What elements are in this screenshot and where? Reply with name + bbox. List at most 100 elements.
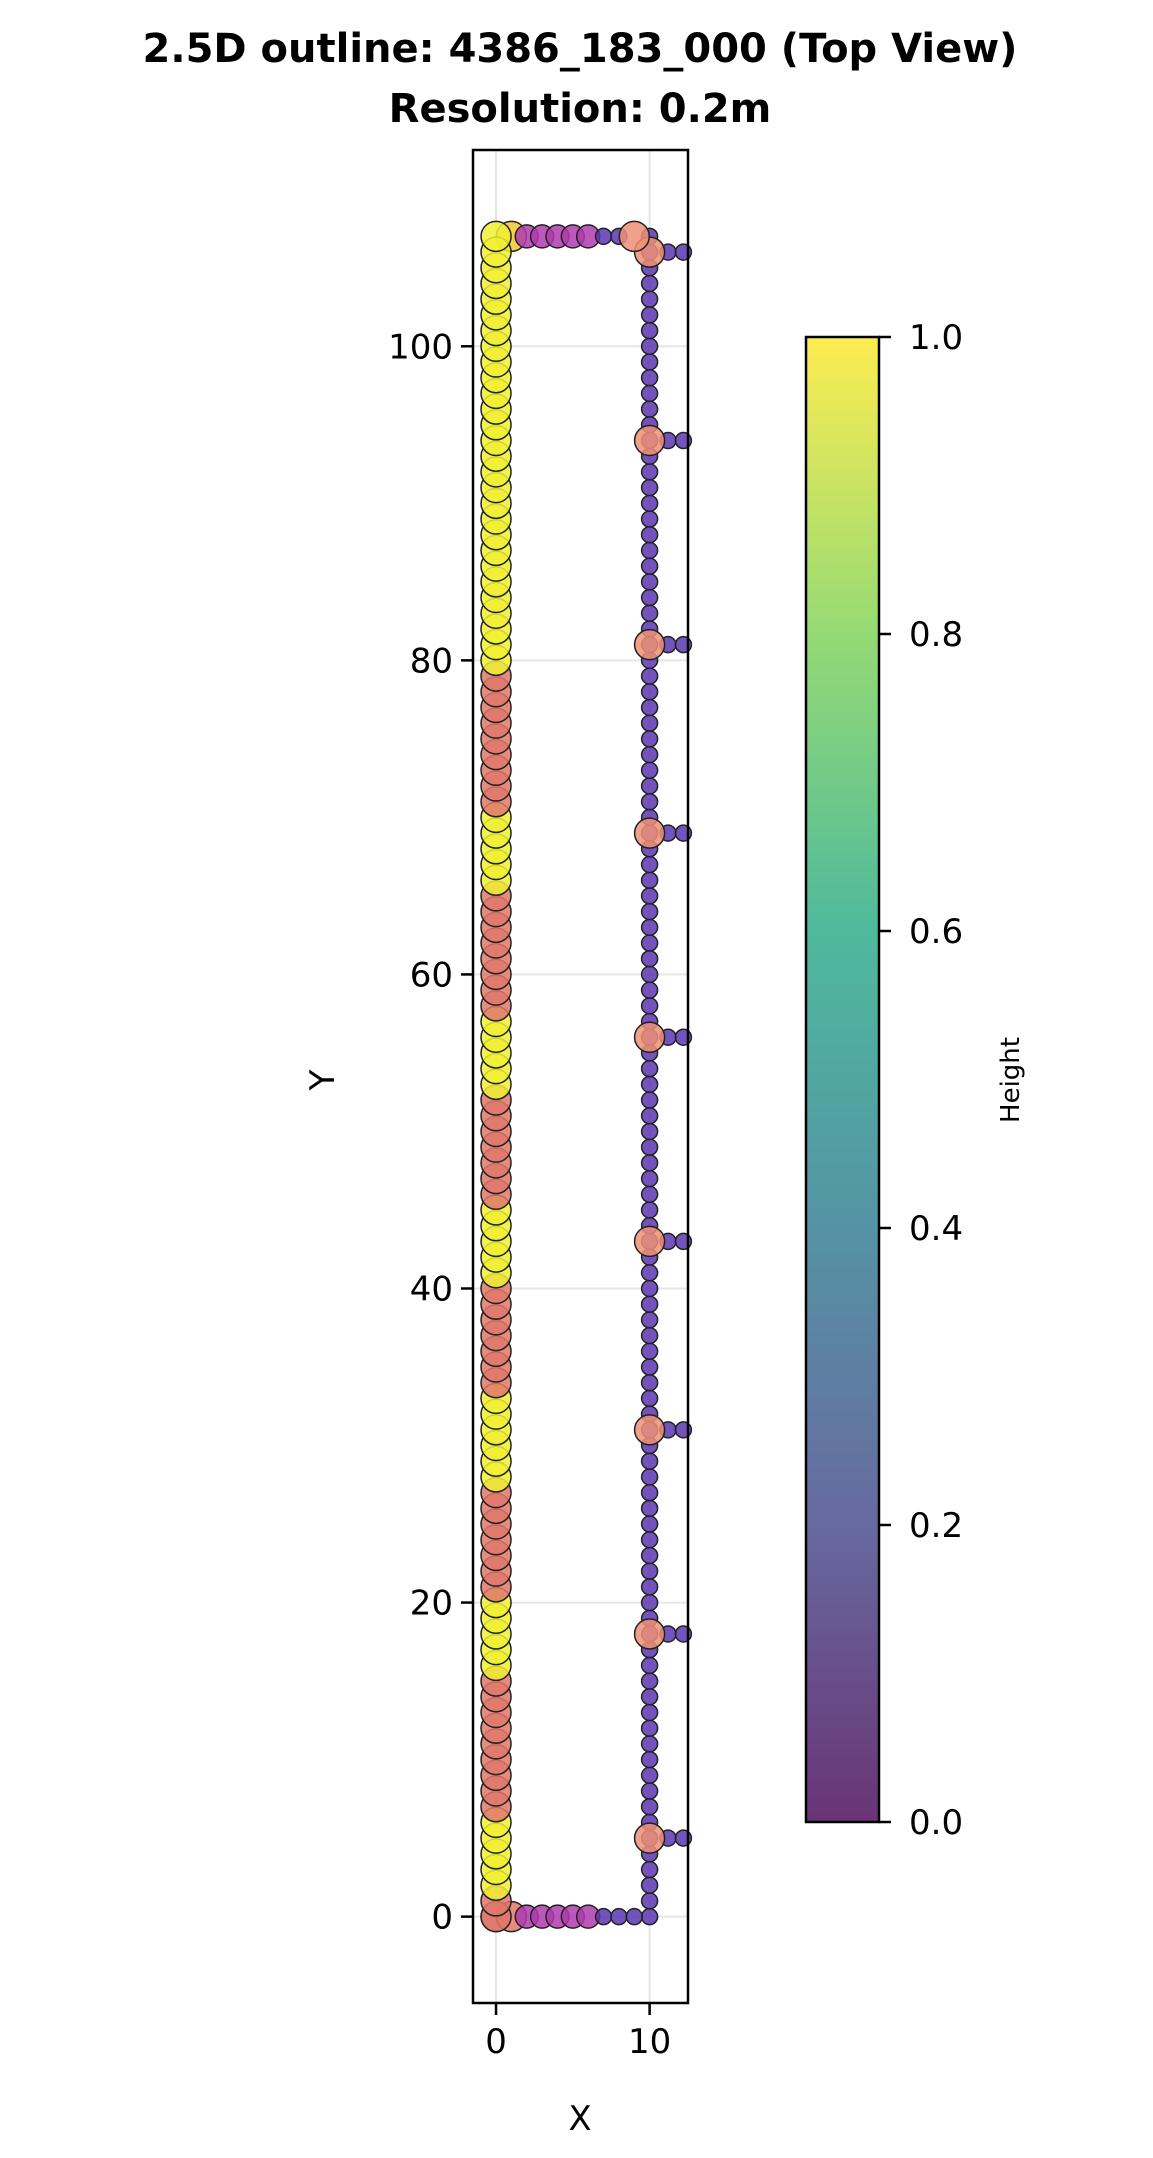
data-point: [640, 525, 659, 544]
data-point: [640, 1342, 659, 1361]
data-point: [640, 1373, 659, 1392]
data-point: [640, 1907, 659, 1926]
data-point: [618, 220, 650, 253]
data-point: [640, 1059, 659, 1078]
data-point: [640, 1719, 659, 1737]
data-point: [640, 463, 659, 481]
data-point: [640, 667, 659, 685]
data-point: [640, 1860, 659, 1879]
data-point: [640, 384, 659, 403]
y-tick-label: 100: [388, 327, 453, 367]
data-point: [640, 1876, 659, 1894]
data-point: [640, 1201, 659, 1219]
colorbar-tick-label: 0.0: [909, 1803, 963, 1843]
data-point: [640, 934, 659, 952]
y-tick-label: 20: [410, 1584, 453, 1624]
data-point: [594, 1907, 613, 1926]
data-point: [640, 1562, 659, 1580]
data-point: [594, 227, 613, 246]
data-point: [633, 1225, 666, 1258]
colorbar-ticks: 0.0 0.2 0.4 0.6 0.8 1.0: [879, 318, 963, 1843]
data-point: [640, 541, 659, 560]
data-point: [640, 1735, 659, 1753]
data-point: [640, 1185, 659, 1204]
data-point: [640, 494, 659, 513]
data-point: [640, 761, 659, 780]
data-point: [640, 1075, 659, 1094]
chart-title: 2.5D outline: 4386_183_000 (Top View): [143, 26, 1018, 72]
data-point: [640, 683, 659, 701]
data-point: [640, 1279, 659, 1298]
y-tick-label: 60: [410, 955, 453, 995]
data-point: [640, 1091, 659, 1109]
data-point: [640, 1515, 659, 1533]
data-point: [640, 1750, 659, 1769]
data-point: [640, 1169, 659, 1188]
data-point: [640, 368, 659, 387]
data-point: [640, 1264, 659, 1282]
data-point: [640, 1389, 659, 1408]
data-point: [640, 698, 659, 717]
data-point: [640, 1766, 659, 1785]
colorbar-tick-label: 0.4: [909, 1209, 963, 1249]
data-point: [633, 1822, 666, 1854]
data-point: [640, 1672, 659, 1690]
data-point: [640, 604, 659, 622]
data-point: [640, 981, 659, 999]
colorbar-tick-label: 0.2: [909, 1506, 963, 1546]
data-point: [640, 1483, 659, 1502]
data-point: [640, 745, 659, 764]
y-axis-label: Y: [303, 1069, 343, 1091]
data-point: [640, 306, 659, 324]
data-point: [633, 1021, 666, 1053]
data-point: [640, 588, 659, 607]
plot-frame: [471, 148, 690, 2005]
data-point: [633, 817, 666, 849]
data-point: [640, 1452, 659, 1470]
y-tick-label: 80: [410, 641, 453, 681]
data-point: [640, 1358, 659, 1376]
colorbar: [804, 335, 881, 1824]
data-point: [633, 1414, 666, 1446]
data-point: [480, 220, 512, 253]
data-point: [640, 871, 659, 889]
data-point: [640, 1703, 659, 1722]
data-point: [640, 478, 659, 497]
data-point: [640, 887, 659, 905]
y-tick-label: 0: [431, 1898, 453, 1938]
data-point: [640, 337, 659, 356]
colorbar-tick-label: 0.6: [909, 912, 963, 952]
data-point: [640, 573, 659, 591]
data-point: [640, 1782, 659, 1800]
data-point: [640, 321, 659, 340]
colorbar-label: Height: [996, 1037, 1026, 1123]
data-point: [633, 1618, 666, 1650]
data-point: [640, 777, 659, 795]
data-point: [640, 290, 659, 308]
data-point: [640, 510, 659, 528]
data-point: [640, 353, 659, 371]
data-point: [633, 628, 666, 661]
x-axis-label: X: [568, 2099, 591, 2139]
data-point: [640, 792, 659, 811]
data-point: [640, 714, 659, 732]
data-point: [640, 1797, 659, 1816]
data-point: [625, 1907, 643, 1926]
data-point: [640, 855, 659, 874]
data-point: [640, 1138, 659, 1156]
data-point: [640, 274, 659, 293]
data-point: [640, 997, 659, 1015]
data-point: [640, 730, 659, 748]
data-point: [640, 557, 659, 575]
scatter-points: [480, 220, 693, 1933]
data-point: [640, 1122, 659, 1141]
data-point: [640, 400, 659, 418]
axis-ticks: 0 20 40 60 80 100 0 10: [388, 327, 671, 2062]
data-point: [640, 949, 659, 968]
y-tick-label: 40: [410, 1269, 453, 1309]
data-point: [640, 1593, 659, 1612]
data-point: [640, 1468, 659, 1486]
data-point: [640, 1107, 659, 1125]
data-point: [640, 1311, 659, 1329]
data-point: [640, 1154, 659, 1172]
